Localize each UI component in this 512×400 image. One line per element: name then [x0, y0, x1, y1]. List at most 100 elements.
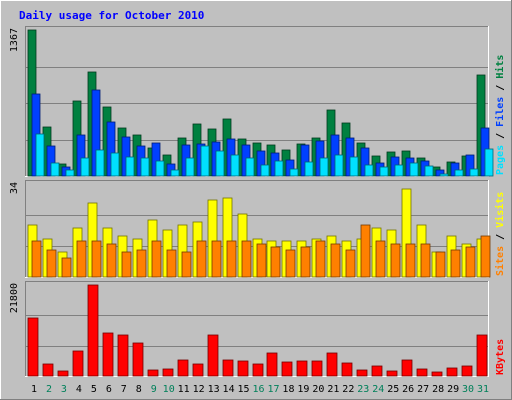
bar-pages-day-17 — [274, 160, 284, 177]
series-axis-label-part: Sites — [494, 246, 506, 276]
bar-pages-day-31 — [484, 148, 494, 177]
bar-kbytes-day-31 — [476, 334, 488, 377]
x-tick-label-day-2: 2 — [46, 384, 52, 395]
bar-sites-day-3 — [61, 257, 72, 278]
bar-kbytes-day-1 — [27, 317, 39, 377]
bar-kbytes-day-22 — [341, 362, 353, 377]
bar-sites-day-2 — [46, 249, 57, 278]
bar-kbytes-day-26 — [401, 359, 413, 377]
chart-panels: 1367 Pages / Files / Hits 34 Sites / Visits… — [9, 26, 506, 377]
bar-kbytes-day-16 — [252, 363, 264, 377]
x-tick-label-day-4: 4 — [76, 384, 82, 395]
bar-sites-day-4 — [76, 240, 87, 278]
bar-kbytes-day-21 — [326, 352, 338, 377]
bar-kbytes-day-19 — [296, 360, 308, 377]
x-tick-label-day-22: 22 — [342, 384, 354, 395]
series-axis-label-part: / — [495, 228, 506, 246]
bar-sites-day-31 — [480, 235, 491, 278]
series-axis-label-part: / — [495, 127, 506, 145]
x-tick-label-day-27: 27 — [417, 384, 429, 395]
bar-pages-day-11 — [185, 157, 195, 177]
bar-sites-day-6 — [106, 243, 117, 278]
bar-pages-day-27 — [424, 165, 434, 177]
x-tick-label-day-24: 24 — [372, 384, 384, 395]
bar-kbytes-day-24 — [371, 365, 383, 377]
bar-sites-day-23 — [360, 224, 371, 278]
bar-sites-day-18 — [285, 249, 296, 278]
bar-sites-day-8 — [136, 249, 147, 278]
bar-sites-day-30 — [465, 246, 476, 278]
y-max-tick-label: 1367 — [9, 28, 20, 52]
bar-sites-day-16 — [256, 243, 267, 278]
bar-sites-day-27 — [420, 243, 431, 278]
series-axis-label-part: Files — [494, 97, 506, 127]
bar-pages-day-5 — [95, 149, 105, 177]
bar-sites-day-5 — [91, 240, 102, 278]
series-axis-label: Sites / Visits — [494, 192, 506, 276]
bar-kbytes-day-20 — [311, 360, 323, 377]
x-tick-label-day-31: 31 — [477, 384, 489, 395]
x-tick-label-day-17: 17 — [267, 384, 279, 395]
x-tick-label-day-5: 5 — [91, 384, 97, 395]
x-tick-label-day-7: 7 — [121, 384, 127, 395]
bar-kbytes-day-13 — [207, 334, 219, 377]
bar-sites-day-28 — [435, 251, 446, 278]
x-tick-label-day-14: 14 — [223, 384, 235, 395]
x-tick-label-day-16: 16 — [252, 384, 264, 395]
x-tick-label-day-12: 12 — [193, 384, 205, 395]
bar-kbytes-day-11 — [177, 359, 189, 377]
series-axis-label: KBytes — [495, 339, 506, 375]
x-axis-day-labels: 1 2 3 4 5 6 7 8 9 10 11 12 13 14 15 16 17 18 19 20 21 22 23 24 2… — [31, 384, 489, 395]
bar-pages-day-19 — [304, 161, 314, 177]
bar-pages-day-28 — [439, 173, 449, 177]
series-axis-label-part: Hits — [494, 55, 506, 79]
bar-pages-day-20 — [319, 157, 329, 177]
x-tick-label-day-21: 21 — [327, 384, 339, 395]
series-axis-label-part: Pages — [495, 145, 506, 175]
series-axis-label-part: / — [495, 79, 506, 97]
bar-sites-day-24 — [375, 240, 386, 278]
bar-kbytes-day-14 — [222, 359, 234, 377]
bar-pages-day-8 — [140, 157, 150, 177]
chart-panel-3: 21800 KBytes — [9, 281, 506, 377]
x-tick-label-day-20: 20 — [312, 384, 324, 395]
bar-pages-day-26 — [409, 162, 419, 177]
chart-title: Daily usage for October 2010 — [19, 9, 204, 22]
x-tick-label-day-13: 13 — [208, 384, 220, 395]
x-tick-label-day-28: 28 — [432, 384, 444, 395]
x-tick-label-day-3: 3 — [61, 384, 67, 395]
bar-kbytes-day-25 — [386, 370, 398, 377]
series-axis-label-part: KBytes — [495, 339, 506, 375]
bar-sites-day-29 — [450, 249, 461, 278]
bar-kbytes-day-5 — [87, 284, 99, 377]
bar-pages-day-12 — [200, 145, 210, 177]
bar-pages-day-21 — [334, 154, 344, 177]
series-axis-label-part: Visits — [494, 192, 506, 228]
bar-kbytes-day-7 — [117, 334, 129, 377]
bar-sites-day-19 — [300, 246, 311, 278]
bar-pages-day-24 — [379, 166, 389, 177]
x-tick-label-day-26: 26 — [402, 384, 414, 395]
y-max-tick-label: 34 — [9, 182, 20, 194]
series-axis-label: Pages / Files / Hits — [494, 55, 506, 175]
x-tick-label-day-6: 6 — [106, 384, 112, 395]
bar-pages-day-16 — [260, 164, 270, 177]
bar-sites-day-26 — [405, 243, 416, 278]
x-tick-label-day-9: 9 — [151, 384, 157, 395]
bar-sites-day-21 — [330, 243, 341, 278]
x-tick-label-day-25: 25 — [387, 384, 399, 395]
x-tick-label-day-29: 29 — [447, 384, 459, 395]
y-max-tick-label: 21800 — [9, 283, 20, 313]
bar-pages-day-9 — [155, 160, 165, 177]
chart-panel-1: 1367 Pages / Files / Hits — [9, 26, 506, 177]
x-tick-label-day-15: 15 — [238, 384, 250, 395]
x-tick-label-day-11: 11 — [178, 384, 190, 395]
bar-sites-day-17 — [270, 246, 281, 278]
bar-pages-day-3 — [65, 169, 75, 177]
bar-kbytes-day-8 — [132, 342, 144, 377]
bar-pages-day-1 — [35, 133, 45, 177]
bar-pages-day-22 — [349, 156, 359, 177]
bar-sites-day-12 — [196, 240, 207, 278]
bar-kbytes-day-6 — [102, 332, 114, 377]
bar-pages-day-4 — [80, 157, 90, 177]
